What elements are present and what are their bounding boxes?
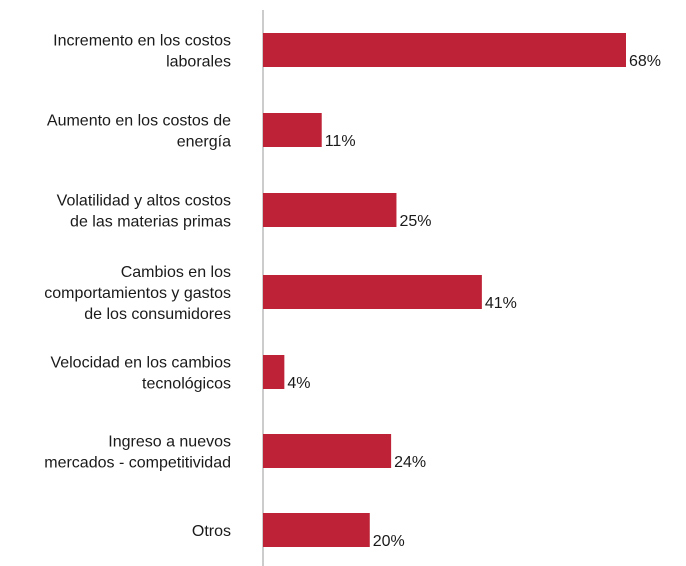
category-label-line: Velocidad en los cambios [50,355,231,372]
category-label-line: Cambios en los [121,264,231,281]
bar-1 [263,113,322,147]
category-label-line: mercados - competitividad [44,455,231,472]
category-label-line: Ingreso a nuevos [108,434,231,451]
category-label-3: Cambios en los comportamientos y gastos de… [44,264,231,323]
bar-6 [263,513,370,547]
value-label-1: 11% [325,133,356,150]
category-label-line: energía [177,134,231,151]
category-label-0: Incremento en los costos laborales [53,33,231,71]
bar-0 [263,33,626,67]
bar-3 [263,275,482,309]
category-label-line: comportamientos y gastos [44,285,231,302]
category-label-line: Incremento en los costos [53,33,231,50]
bars-group [263,33,626,547]
category-label-line: Aumento en los costos de [47,113,231,130]
bar-2 [263,193,397,227]
category-label-line: Volatilidad y altos costos [57,193,231,210]
category-label-4: Velocidad en los cambios tecnológicos [50,355,231,393]
category-labels-group: Incremento en los costos laborales Aumento… [44,33,231,541]
value-label-3: 41% [485,295,517,312]
category-label-line: laborales [166,54,231,71]
value-label-6: 20% [373,533,405,550]
bar-5 [263,434,392,468]
category-label-line: de los consumidores [84,306,231,323]
category-label-1: Aumento en los costos de energía [47,113,231,151]
category-label-6: Otros [192,523,231,540]
bar-4 [263,355,285,389]
value-label-2: 25% [399,213,431,230]
value-label-4: 4% [287,375,310,392]
category-label-line: Otros [192,523,231,540]
value-label-0: 68% [629,53,661,70]
value-label-5: 24% [394,454,426,471]
category-label-line: de las materias primas [70,214,231,231]
value-labels-group: 68% 11% 25% 41% 4% 24% 20% [287,53,661,550]
category-label-2: Volatilidad y altos costos de las materia… [57,193,231,231]
category-label-line: tecnológicos [142,376,231,393]
category-label-5: Ingreso a nuevos mercados - competitivida… [44,434,231,472]
